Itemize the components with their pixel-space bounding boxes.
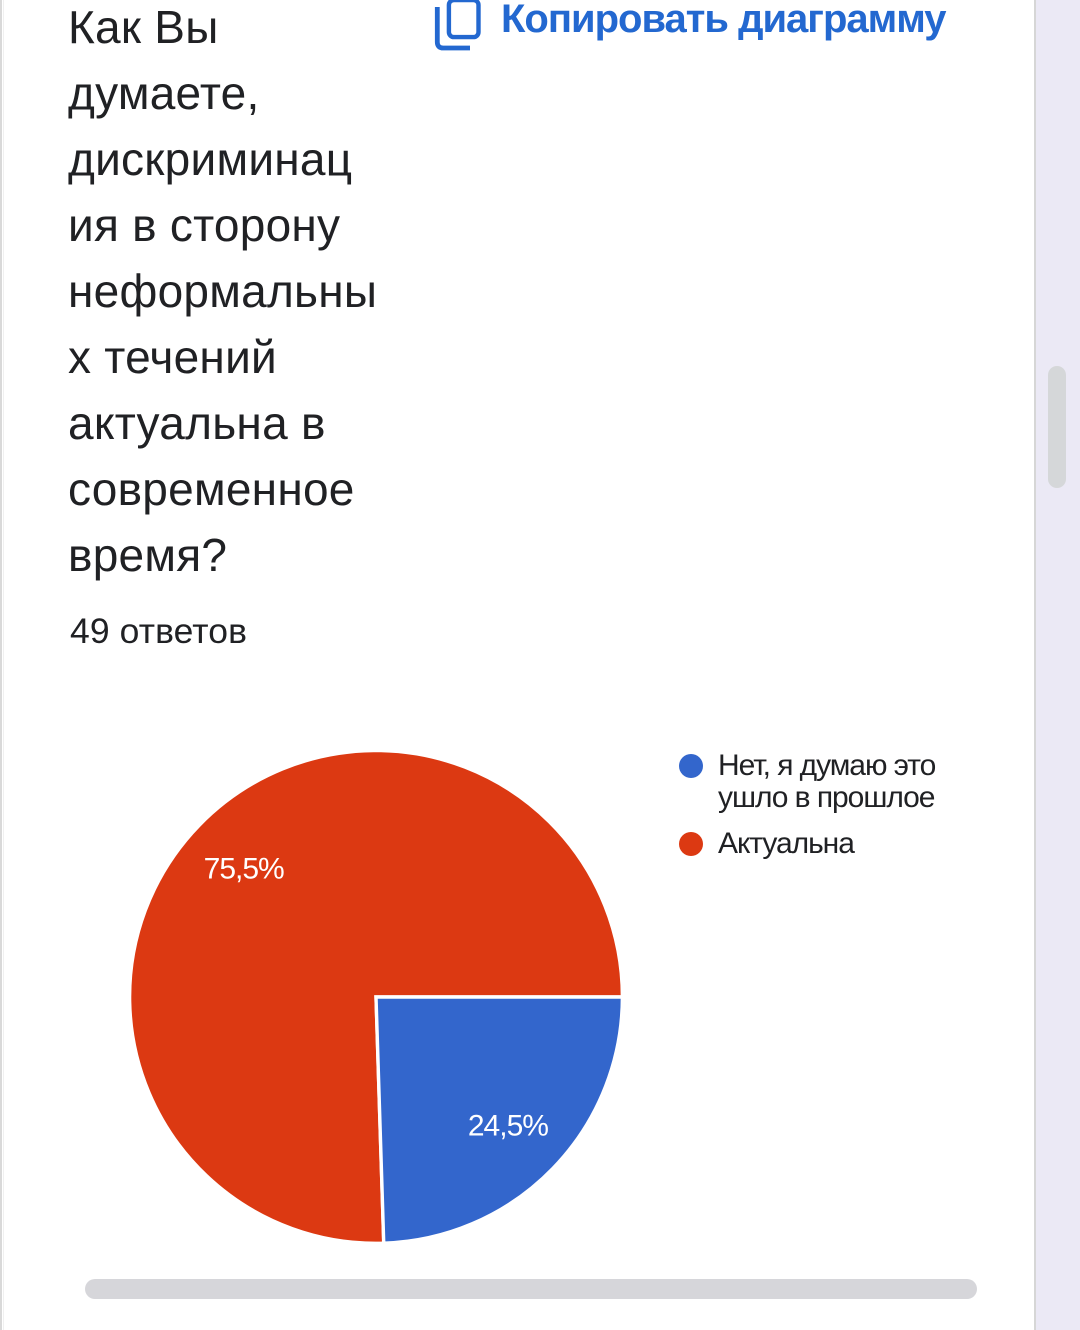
svg-text:24,5%: 24,5% (468, 1110, 548, 1143)
svg-text:75,5%: 75,5% (204, 852, 284, 885)
